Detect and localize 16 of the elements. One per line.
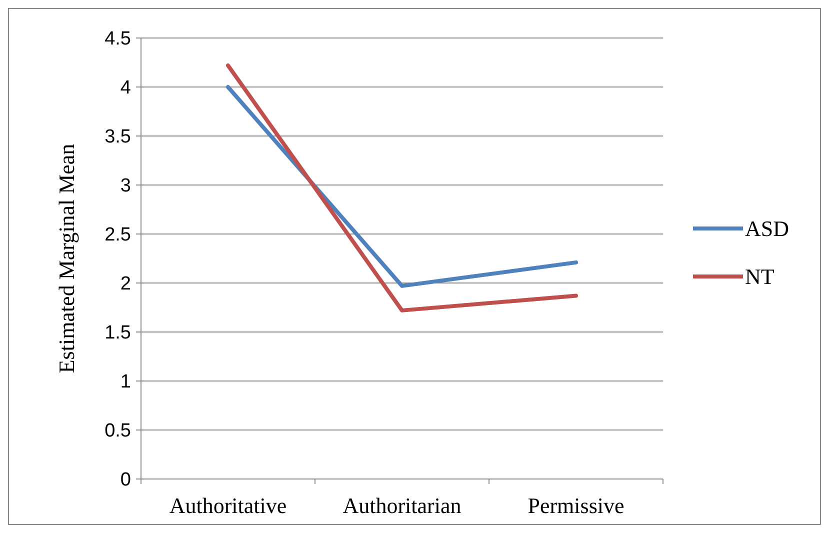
y-tick-label: 0	[120, 470, 131, 491]
legend-label: ASD	[745, 216, 790, 242]
y-tick-label: 2.5	[104, 224, 131, 246]
y-tick-label: 4.5	[104, 28, 131, 50]
legend-label: NT	[745, 264, 775, 290]
y-tick-label: 4	[120, 78, 132, 99]
y-tick-label: 3	[120, 176, 131, 197]
y-tick-label: 1	[120, 372, 131, 393]
y-tick-label: 3.5	[104, 126, 131, 148]
y-tick-label: 2	[120, 274, 131, 295]
x-tick-label: Authoritative	[169, 493, 287, 518]
y-tick-label: 0.5	[104, 420, 131, 442]
y-axis-title: Estimated Marginal Mean	[54, 144, 79, 374]
y-tick-label: 1.5	[104, 322, 131, 344]
x-tick-label: Permissive	[528, 493, 624, 518]
x-tick-label: Authoritarian	[342, 493, 462, 518]
